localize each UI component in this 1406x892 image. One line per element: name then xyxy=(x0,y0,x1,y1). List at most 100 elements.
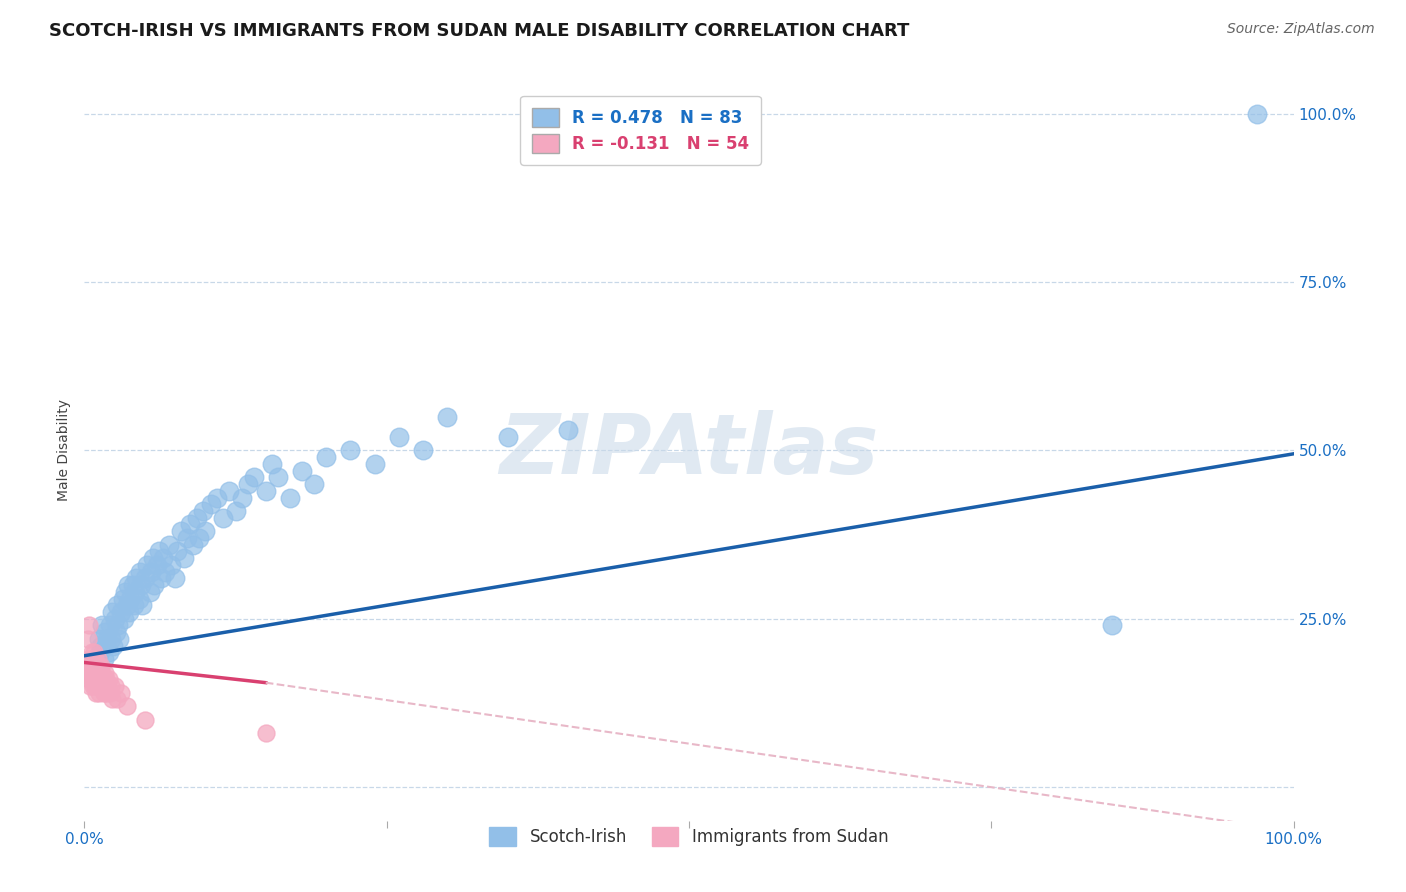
Point xyxy=(91,665,114,680)
Point xyxy=(79,652,101,666)
Point xyxy=(107,618,129,632)
Point xyxy=(98,618,121,632)
Point xyxy=(267,470,290,484)
Point xyxy=(94,639,117,653)
Point xyxy=(77,665,100,680)
Point xyxy=(131,599,153,613)
Point xyxy=(254,483,277,498)
Point xyxy=(557,423,579,437)
Point xyxy=(83,673,105,687)
Point xyxy=(94,673,117,687)
Point xyxy=(143,578,166,592)
Point xyxy=(104,625,127,640)
Point xyxy=(1246,107,1268,121)
Point xyxy=(339,443,361,458)
Point xyxy=(242,470,264,484)
Point xyxy=(101,605,124,619)
Point xyxy=(121,578,143,592)
Point xyxy=(1101,618,1123,632)
Point xyxy=(90,658,112,673)
Y-axis label: Male Disability: Male Disability xyxy=(58,400,72,501)
Point xyxy=(188,531,211,545)
Point xyxy=(110,605,132,619)
Point xyxy=(86,679,108,693)
Point xyxy=(165,571,187,585)
Point xyxy=(79,679,101,693)
Point xyxy=(100,679,122,693)
Point xyxy=(134,571,156,585)
Point xyxy=(83,658,105,673)
Point xyxy=(94,625,117,640)
Point xyxy=(105,599,128,613)
Point xyxy=(315,450,337,465)
Point xyxy=(105,692,128,706)
Point xyxy=(93,673,115,687)
Point xyxy=(139,565,162,579)
Point xyxy=(173,551,195,566)
Point xyxy=(136,558,159,572)
Point xyxy=(148,544,170,558)
Point xyxy=(86,686,108,700)
Point xyxy=(412,443,434,458)
Point xyxy=(157,538,180,552)
Point xyxy=(82,679,104,693)
Point xyxy=(103,639,125,653)
Point xyxy=(176,531,198,545)
Point xyxy=(86,652,108,666)
Point xyxy=(212,510,235,524)
Point xyxy=(170,524,193,539)
Point xyxy=(191,504,214,518)
Point xyxy=(77,632,100,646)
Point xyxy=(129,578,152,592)
Point xyxy=(91,618,114,632)
Point xyxy=(84,679,107,693)
Point xyxy=(278,491,301,505)
Point xyxy=(128,591,150,606)
Point xyxy=(117,578,139,592)
Point xyxy=(436,409,458,424)
Point xyxy=(120,591,142,606)
Point xyxy=(166,544,188,558)
Point xyxy=(302,477,325,491)
Point xyxy=(231,491,253,505)
Point xyxy=(84,665,107,680)
Point xyxy=(86,665,108,680)
Point xyxy=(218,483,240,498)
Point xyxy=(76,658,98,673)
Point xyxy=(100,632,122,646)
Point xyxy=(125,571,148,585)
Point xyxy=(236,477,259,491)
Point xyxy=(80,658,103,673)
Point xyxy=(207,491,229,505)
Point xyxy=(129,565,152,579)
Point xyxy=(138,584,160,599)
Point xyxy=(124,584,146,599)
Point xyxy=(363,457,385,471)
Point xyxy=(86,673,108,687)
Point xyxy=(104,612,127,626)
Point xyxy=(77,673,100,687)
Point xyxy=(114,584,136,599)
Point xyxy=(87,686,110,700)
Point xyxy=(96,632,118,646)
Point xyxy=(108,632,131,646)
Point xyxy=(194,524,217,539)
Point xyxy=(77,652,100,666)
Point xyxy=(90,673,112,687)
Point xyxy=(93,652,115,666)
Point xyxy=(89,665,111,680)
Point xyxy=(93,686,115,700)
Point xyxy=(149,571,172,585)
Point xyxy=(97,673,120,687)
Point xyxy=(122,599,145,613)
Point xyxy=(98,686,121,700)
Point xyxy=(82,665,104,680)
Point xyxy=(155,565,177,579)
Point xyxy=(87,658,110,673)
Point xyxy=(91,679,114,693)
Point xyxy=(115,599,138,613)
Point xyxy=(90,639,112,653)
Point xyxy=(80,645,103,659)
Point xyxy=(118,605,141,619)
Point xyxy=(87,673,110,687)
